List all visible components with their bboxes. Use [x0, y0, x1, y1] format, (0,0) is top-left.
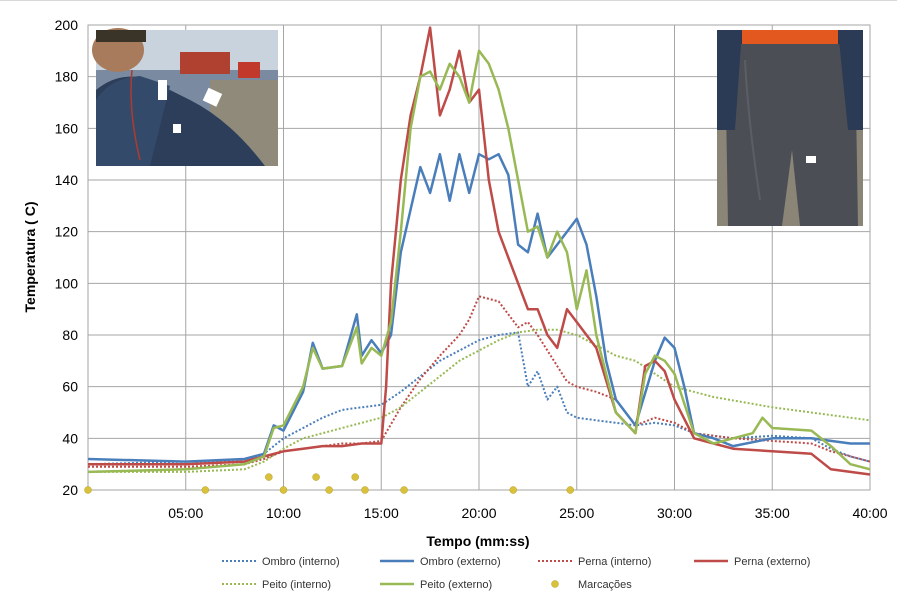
- marker-point: [279, 486, 288, 494]
- legend-item: Ombro (externo): [380, 556, 501, 568]
- y-tick-labels: 20 40 60 80 100 120 140 160 180 200: [55, 17, 79, 498]
- series-group: [87, 26, 871, 476]
- markers-group: [84, 473, 574, 494]
- x-axis-label: Tempo (mm:ss): [426, 533, 529, 549]
- legend-item: Perna (externo): [694, 556, 810, 568]
- marker-point: [361, 486, 369, 494]
- legend-label: Peito (interno): [262, 579, 331, 591]
- x-tick-label: 30:00: [657, 505, 692, 521]
- shoulder-photo: [92, 28, 278, 166]
- legend: Ombro (interno) Ombro (externo) Perna (int…: [222, 556, 810, 591]
- series-line-peito-externo: [87, 49, 871, 474]
- marker-point: [84, 486, 92, 494]
- x-tick-label: 05:00: [168, 505, 203, 521]
- legend-label: Ombro (externo): [420, 556, 501, 568]
- photos: [92, 28, 863, 226]
- y-tick-label: 60: [62, 379, 78, 395]
- marker-point: [265, 473, 273, 481]
- series-line-perna-externo: [88, 26, 871, 476]
- series-line-perna-interno: [88, 295, 871, 468]
- marker-point: [400, 486, 408, 494]
- legend-item: Peito (externo): [380, 579, 492, 591]
- legend-label: Peito (externo): [420, 579, 492, 591]
- x-tick-labels: 05:00 10:00 15:00 20:00 25:00 30:00 35:00 40:00: [168, 505, 887, 521]
- x-tick-label: 25:00: [559, 505, 594, 521]
- top-border: [0, 0, 897, 1]
- y-tick-label: 80: [62, 327, 78, 343]
- x-tick-label: 15:00: [364, 505, 399, 521]
- y-tick-label: 200: [55, 17, 79, 33]
- legend-item: Ombro (interno): [222, 556, 340, 568]
- legend-label: Perna (interno): [578, 556, 651, 568]
- grid: [87, 24, 871, 491]
- y-tick-label: 20: [62, 482, 78, 498]
- y-tick-label: 40: [62, 430, 78, 446]
- marker-point: [312, 473, 320, 481]
- x-tick-label: 20:00: [461, 505, 496, 521]
- marker-point: [509, 486, 517, 494]
- legend-label: Perna (externo): [734, 556, 810, 568]
- y-tick-label: 100: [55, 275, 79, 291]
- marker-point: [325, 486, 333, 494]
- marker-point: [201, 486, 210, 494]
- legend-label: Ombro (interno): [262, 556, 340, 568]
- y-axis-label: Temperatura ( C): [22, 202, 38, 313]
- marker-point: [351, 473, 359, 481]
- y-tick-label: 140: [55, 172, 79, 188]
- legend-item: Marcações: [551, 579, 632, 591]
- marker-point: [566, 486, 574, 494]
- legend-item: Peito (interno): [222, 579, 331, 591]
- leg-photo: [717, 30, 863, 226]
- x-tick-label: 10:00: [266, 505, 301, 521]
- legend-item: Perna (interno): [538, 556, 651, 568]
- legend-swatch: [551, 580, 559, 588]
- y-tick-label: 180: [55, 69, 79, 85]
- x-tick-label: 40:00: [852, 505, 887, 521]
- y-tick-label: 120: [55, 224, 79, 240]
- x-tick-label: 35:00: [755, 505, 790, 521]
- legend-label: Marcações: [578, 579, 632, 591]
- y-tick-label: 160: [55, 120, 79, 136]
